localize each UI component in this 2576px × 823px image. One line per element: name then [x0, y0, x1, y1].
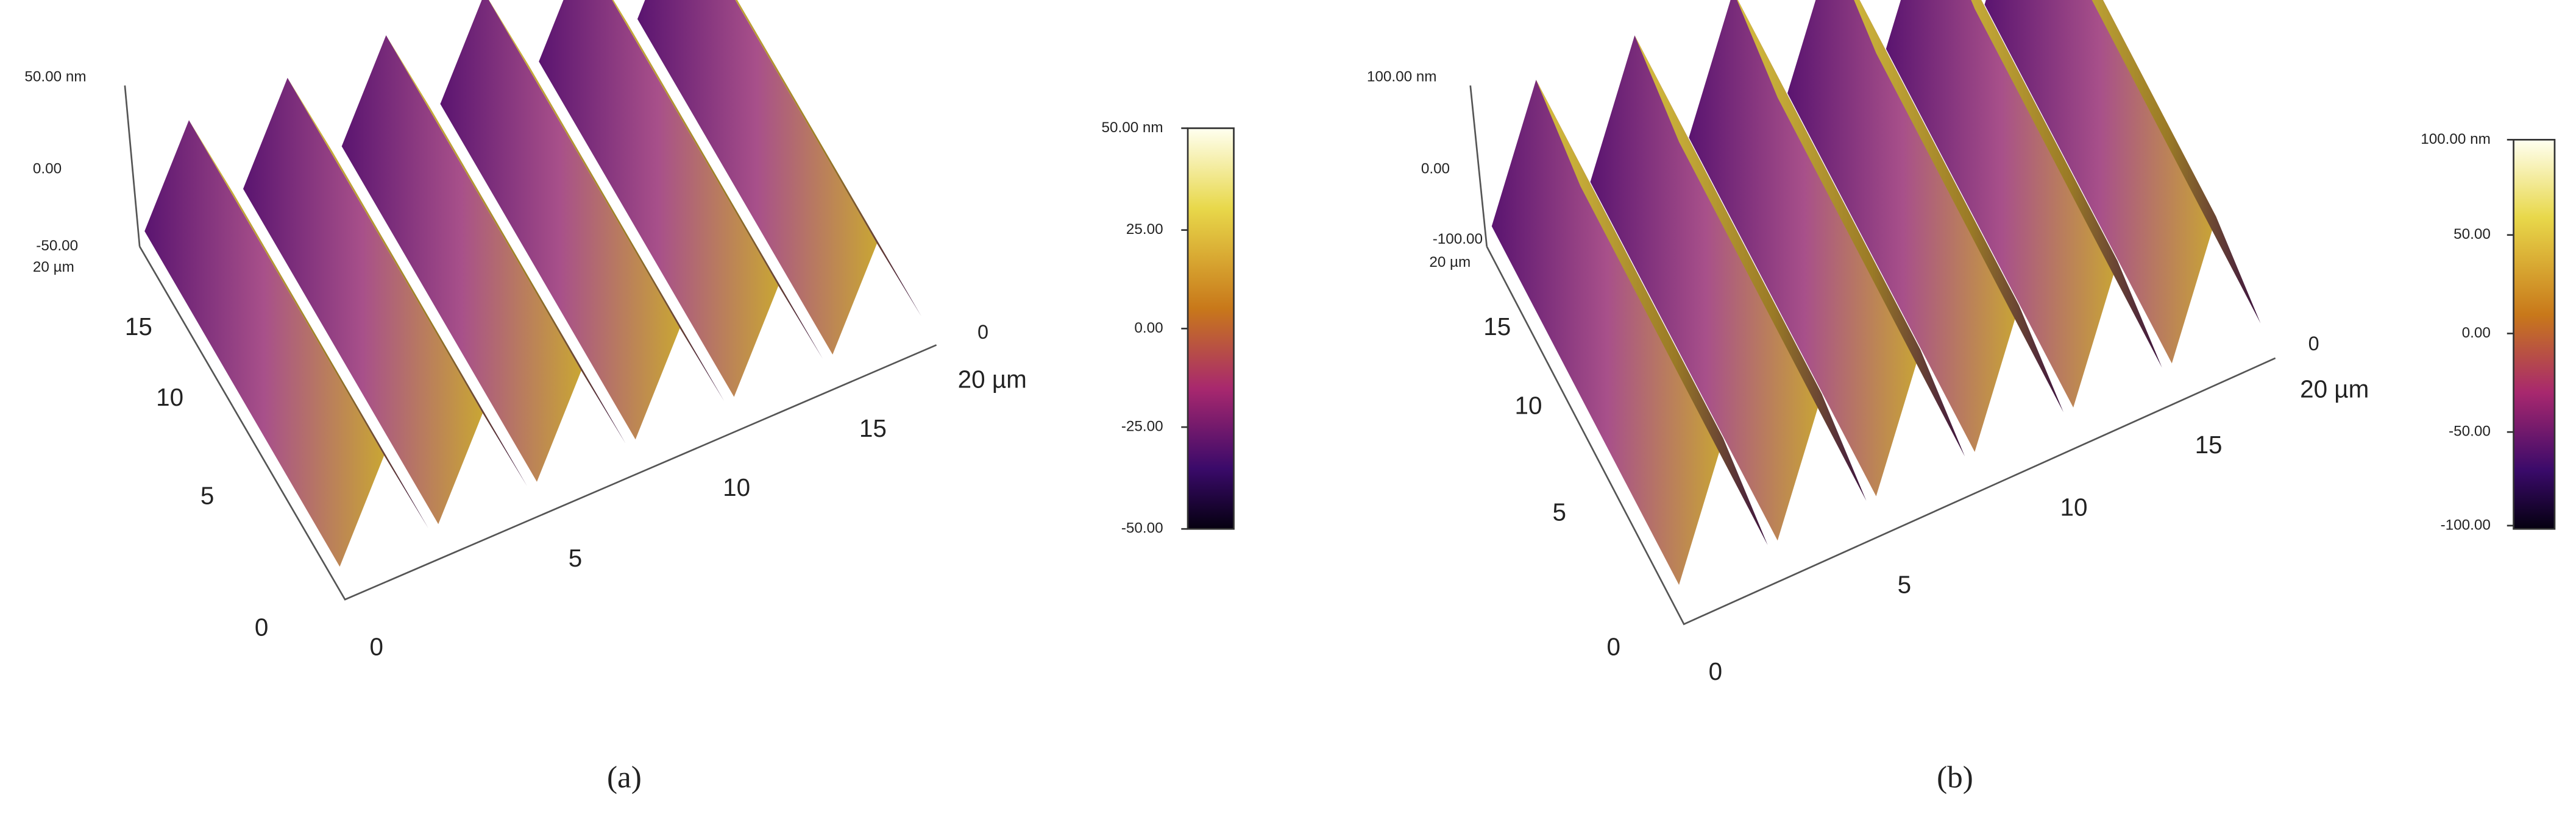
- surface-ridge: [539, 0, 779, 397]
- x-tick-label: 0: [370, 633, 383, 661]
- z-tick-label: -100.00: [1433, 231, 1483, 247]
- y-tick-label: 0: [1606, 633, 1620, 661]
- colorbar: [2513, 138, 2556, 530]
- y-tick-label: 20 µm: [1429, 254, 1471, 270]
- surface-ridge: [1854, 0, 2063, 412]
- surface-ridge: [1491, 79, 1723, 585]
- x-tick-label: 0: [1709, 657, 1722, 685]
- surface-ridge: [1536, 79, 1768, 545]
- panel-label: (a): [607, 760, 642, 794]
- x-tick-label: 15: [859, 414, 887, 442]
- surface-ridge: [243, 77, 483, 525]
- z-axis: [1469, 85, 1488, 247]
- y-tick-label: 10: [156, 383, 183, 411]
- surface-ridge: [1689, 0, 1921, 496]
- y-tick-label: 0: [255, 613, 268, 641]
- surface-ridge: [1590, 35, 1822, 541]
- surface-ridge: [1737, 0, 1965, 457]
- colorbar-tick-label: 0.00: [1134, 320, 1163, 336]
- surface-ridge: [637, 0, 878, 355]
- x-tick-label: 20 µm: [2300, 375, 2369, 403]
- colorbar: [1187, 127, 1235, 530]
- surface-ridge: [735, 0, 921, 317]
- surface-ridge: [1634, 35, 1867, 501]
- x-tick-label: 10: [723, 473, 750, 501]
- far-tick-label: 0: [2308, 333, 2319, 355]
- colorbar-tick-label: 50.00: [2454, 226, 2491, 242]
- colorbar-tick-label: -50.00: [1121, 520, 1163, 537]
- far-tick-label: 0: [978, 321, 988, 343]
- z-tick-label: -50.00: [36, 238, 78, 254]
- z-axis: [124, 85, 141, 247]
- surface-ridge: [341, 35, 581, 482]
- colorbar-tick-label: 100.00 nm: [2421, 131, 2491, 147]
- surface-ridge: [612, 0, 823, 359]
- x-tick-label: 5: [1898, 570, 1911, 598]
- x-tick-label: 10: [2060, 493, 2088, 521]
- surface-ridge: [287, 77, 527, 486]
- colorbar-tick-label: 25.00: [1126, 221, 1163, 238]
- surface-ridge: [189, 120, 429, 529]
- y-tick-label: 15: [1483, 313, 1511, 341]
- surface-ridge: [1787, 0, 2020, 452]
- x-tick-label: 20 µm: [958, 365, 1027, 393]
- panel-label: (b): [1937, 760, 1973, 794]
- x-tick-label: 5: [569, 544, 582, 572]
- y-tick-label: 10: [1515, 391, 1542, 419]
- surface-ridge: [1984, 0, 2216, 364]
- surface-ridge: [1971, 0, 2162, 368]
- z-tick-label: 50.00 nm: [24, 68, 86, 85]
- axis-frame: [138, 245, 937, 601]
- y-tick-label: 5: [200, 482, 214, 510]
- surface-ridge: [489, 0, 725, 401]
- surface-ridge: [386, 35, 626, 444]
- axis-frame: [1486, 245, 2276, 626]
- y-tick-label: 5: [1553, 498, 1566, 526]
- surface-ridge: [144, 120, 385, 567]
- x-tick-label: 15: [2195, 431, 2223, 459]
- colorbar-tick-label: -100.00: [2441, 517, 2491, 533]
- colorbar-tick-label: 50.00 nm: [1102, 119, 1163, 136]
- panel: 100.00 nm 0.00 -100.00 20 µm 15 10 5 0 0 5 10 15 20 …: [1367, 0, 2556, 794]
- surface-ridge: [1886, 0, 2118, 408]
- y-tick-label: 15: [125, 313, 152, 341]
- surface-ridge: [440, 0, 680, 440]
- y-tick-label: 20 µm: [33, 259, 74, 275]
- colorbar-tick-label: 0.00: [2462, 325, 2491, 341]
- z-tick-label: 0.00: [1421, 160, 1450, 177]
- panel: 50.00 nm 0.00 -50.00 20 µm 15 10 5 0 0 5 10 15 20 µm…: [24, 0, 1235, 794]
- colorbar-tick-label: -50.00: [2449, 423, 2491, 440]
- z-tick-label: 100.00 nm: [1367, 68, 1437, 85]
- colorbar-tick-label: -25.00: [1121, 419, 1163, 435]
- z-tick-label: 0.00: [33, 160, 62, 177]
